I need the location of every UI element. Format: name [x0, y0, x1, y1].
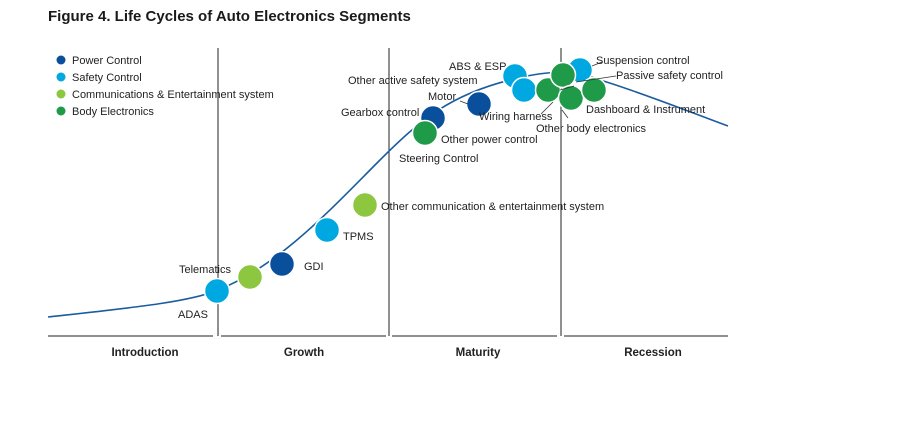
legend-dot-communications — [56, 89, 66, 99]
leader-passive-safety — [575, 75, 617, 83]
legend-label-communications: Communications & Entertainment system — [72, 89, 274, 101]
segment-dot-telematics — [236, 263, 264, 291]
stage-introduction: Introduction — [111, 347, 178, 359]
segment-label-other-body-electronics: Other body electronics — [536, 123, 647, 135]
segment-label-telematics: Telematics — [179, 264, 231, 276]
stage-maturity: Maturity — [456, 347, 501, 359]
leader-wiring-harness — [540, 101, 554, 115]
segment-dot-motor — [465, 90, 493, 118]
leader-suspension — [591, 61, 603, 67]
segment-dot-other-communication — [351, 191, 379, 219]
segment-label-tpms: TPMS — [343, 231, 374, 243]
legend: Power Control Safety Control Communicati… — [56, 55, 274, 118]
segment-label-other-power-control: Other power control — [441, 134, 538, 146]
stage-recession: Recession — [624, 347, 682, 359]
segment-label-gearbox-control: Gearbox control — [341, 107, 419, 119]
stage-growth: Growth — [284, 347, 324, 359]
legend-label-safety-control: Safety Control — [72, 72, 142, 84]
segment-label-other-communication: Other communication & entertainment syst… — [381, 201, 604, 213]
segment-dot-gdi — [268, 250, 296, 278]
segment-label-wiring-harness: Wiring harness — [479, 111, 553, 123]
segment-dot-tpms — [313, 216, 341, 244]
segment-label-steering-control: Steering Control — [399, 153, 479, 165]
lifecycle-curve — [47, 71, 729, 318]
segment-dot-passive-safety — [549, 61, 577, 89]
legend-label-power-control: Power Control — [72, 55, 142, 67]
segment-label-gdi: GDI — [304, 261, 324, 273]
segment-dot-other-active-safety — [510, 76, 538, 104]
segment-label-motor: Motor — [428, 91, 456, 103]
leader-other-body — [561, 109, 569, 119]
legend-dot-body-electronics — [56, 106, 66, 116]
legend-label-body-electronics: Body Electronics — [72, 106, 154, 118]
leader-other-active-safety — [559, 85, 575, 91]
legend-dot-safety-control — [56, 72, 66, 82]
segment-dot-adas — [203, 277, 231, 305]
figure-title: Figure 4. Life Cycles of Auto Electronic… — [48, 8, 411, 25]
segment-label-other-active-safety: Other active safety system — [348, 75, 478, 87]
segment-label-passive-safety: Passive safety control — [616, 70, 723, 82]
segment-label-dashboard-instrument: Dashboard & Instrument — [586, 104, 705, 116]
segment-label-adas: ADAS — [178, 309, 208, 321]
segment-label-abs-esp: ABS & ESP — [449, 61, 506, 73]
segment-dot-dashboard-instrument — [580, 76, 608, 104]
leader-motor — [459, 100, 469, 105]
segment-label-suspension-control: Suspension control — [596, 55, 690, 67]
legend-dot-power-control — [56, 55, 66, 65]
segment-dot-steering-control — [411, 119, 439, 147]
